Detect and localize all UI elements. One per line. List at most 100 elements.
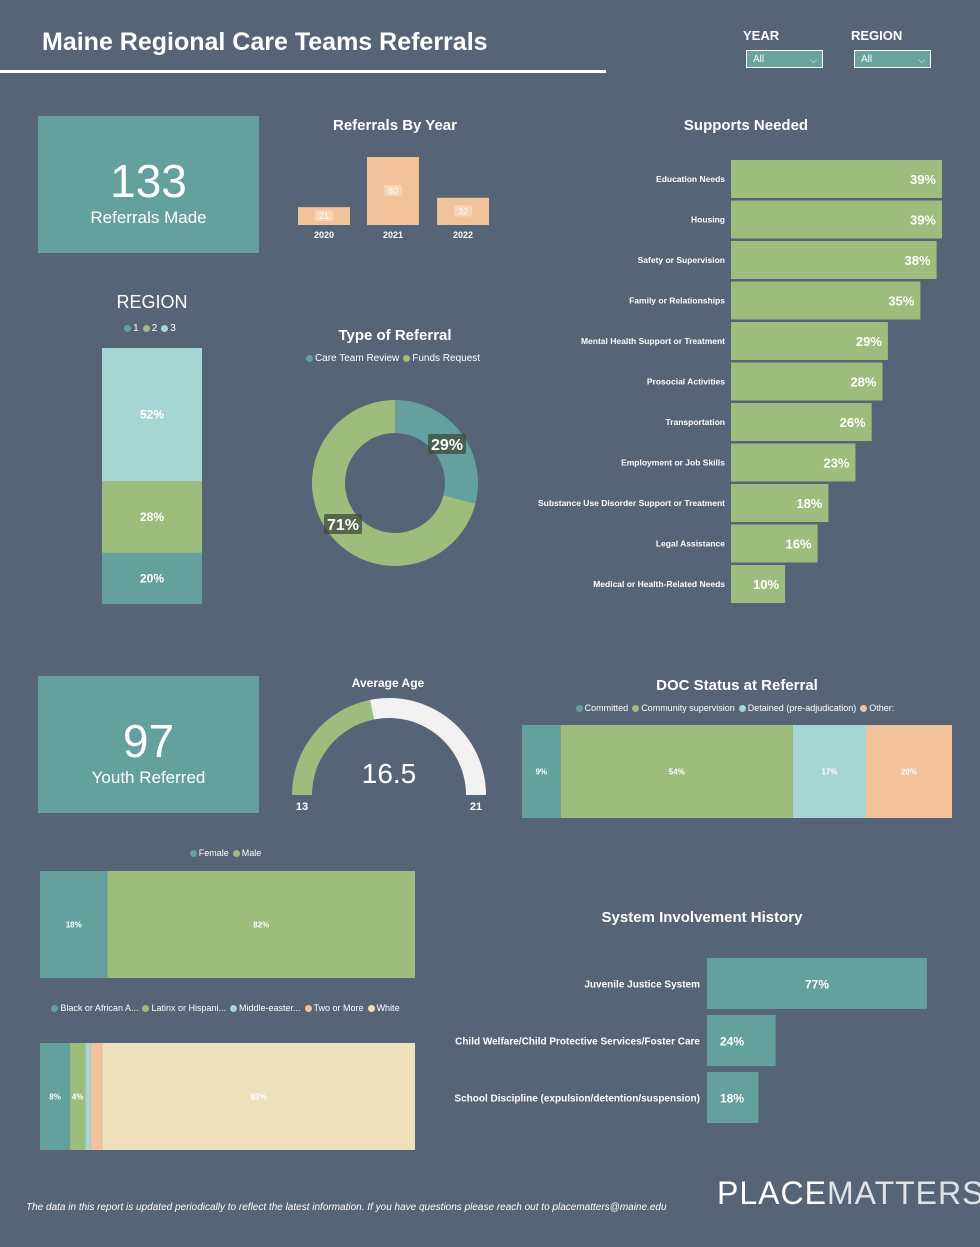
doc-status-title: DOC Status at Referral (656, 677, 818, 694)
legend-dot-icon (230, 1005, 238, 1013)
support-value-label: 26% (840, 415, 866, 430)
race-segment (70, 1043, 86, 1150)
system-involvement-chart: Juvenile Justice System 77% Child Welfare/… (454, 958, 927, 1123)
year-bar-value-label: 21 (319, 211, 329, 221)
year-bar-value-label: 32 (458, 206, 468, 216)
doc-status-segment (792, 725, 866, 818)
support-bar (731, 160, 942, 198)
race-segment (40, 1043, 71, 1150)
legend-item: Other: (860, 703, 894, 713)
year-bar-value-label: 80 (388, 186, 398, 196)
region-legend: 1 2 3 (52, 323, 252, 334)
support-value-label: 23% (823, 456, 849, 471)
chevron-down-icon: ⌵ (918, 55, 925, 65)
footer-note: The data in this report is updated perio… (26, 1202, 667, 1213)
system-involvement-title: System Involvement History (601, 909, 803, 926)
legend-item: Black or African A... (51, 1003, 138, 1013)
gauge-remaining-arc (370, 698, 486, 795)
legend-item: Community supervision (632, 703, 735, 713)
legend-dot-icon (142, 324, 150, 332)
doc-status-segment-label: 54% (669, 768, 685, 777)
support-category-label: Mental Health Support or Treatment (581, 336, 725, 346)
data-label-box (454, 205, 472, 217)
support-category-label: Substance Use Disorder Support or Treatm… (538, 498, 725, 508)
data-label-box (384, 185, 402, 196)
data-label-box (428, 434, 466, 454)
system-bar (707, 1072, 759, 1123)
legend-label: Detained (pre-adjudication) (747, 703, 857, 713)
legend-label: Two or More (313, 1003, 364, 1013)
year-filter-dropdown[interactable]: All ⌵ (746, 50, 823, 68)
legend-item: Latinx or Hispani... (142, 1003, 226, 1013)
gender-segment (107, 871, 415, 978)
legend-label: Latinx or Hispani... (151, 1003, 227, 1013)
race-segment-label: 4% (72, 1093, 84, 1102)
title-underline (0, 70, 606, 73)
doc-status-segment (866, 725, 952, 818)
legend-item: White (367, 1003, 400, 1013)
legend-dot-icon (189, 850, 197, 858)
legend-label: Female (198, 848, 229, 858)
gender-stacked-bar: 18% 82% (40, 871, 415, 978)
legend-dot-icon (860, 705, 868, 713)
legend-item: Female (189, 848, 229, 858)
referrals-by-year-title: Referrals By Year (333, 117, 457, 134)
legend-dot-icon (305, 354, 313, 362)
race-segment (90, 1043, 103, 1150)
region-filter-value: All (861, 54, 873, 65)
kpi-youth-label: Youth Referred (91, 768, 206, 787)
region-segment (102, 481, 202, 553)
support-bar (731, 403, 872, 441)
year-tick-label: 2020 (314, 230, 334, 240)
kpi-referrals-label: Referrals Made (90, 208, 207, 227)
legend-item: Middle-easter... (230, 1003, 301, 1013)
support-bar (731, 322, 888, 360)
support-value-label: 39% (910, 172, 936, 187)
legend-item: Two or More (304, 1003, 364, 1013)
support-bar (731, 443, 856, 482)
legend-item: Committed (575, 703, 628, 713)
legend-dot-icon (51, 1005, 59, 1013)
race-segment (85, 1043, 91, 1150)
kpi-youth-value: 97 (122, 715, 175, 767)
region-segment-label: 20% (140, 571, 164, 585)
legend-label: Middle-easter... (239, 1003, 301, 1013)
system-bar (707, 1015, 776, 1066)
system-value-label: 24% (720, 1035, 744, 1049)
legend-label: 2 (151, 323, 158, 334)
average-age-gauge: 16.5 13 21 (292, 698, 486, 813)
legend-item: Care Team Review (305, 353, 399, 364)
support-value-label: 38% (905, 253, 931, 268)
supports-needed-chart: Education Needs 39% Housing 39% Safety or Su… (538, 160, 942, 603)
data-label-box (315, 210, 333, 222)
support-bar (731, 362, 883, 401)
year-tick-label: 2022 (453, 230, 473, 240)
region-segment-label: 28% (140, 510, 164, 524)
average-age-title: Average Age (351, 676, 425, 690)
referrals-by-year-chart: 21 2020 80 2021 32 2022 (298, 157, 489, 240)
legend-label: Other: (869, 703, 895, 713)
legend-label: Black or African A... (60, 1003, 139, 1013)
kpi-referrals-value: 133 (110, 155, 187, 207)
support-bar (731, 281, 921, 320)
legend-dot-icon (632, 705, 640, 713)
region-filter-dropdown[interactable]: All ⌵ (854, 50, 931, 68)
gender-legend: Female Male (40, 848, 415, 858)
support-value-label: 16% (786, 537, 812, 552)
type-of-referral-donut: 29% 71% (311, 400, 478, 566)
system-bar (707, 958, 927, 1009)
support-bar (731, 565, 786, 603)
gender-segment-label: 82% (253, 921, 269, 930)
legend-label: Funds Request (412, 353, 481, 364)
support-bar (731, 241, 937, 279)
support-value-label: 35% (888, 294, 914, 309)
gauge-value-label: 16.5 (362, 758, 417, 789)
support-category-label: Transportation (665, 417, 725, 427)
system-category-label: Juvenile Justice System (584, 980, 700, 991)
system-category-label: School Discipline (expulsion/detention/s… (454, 1094, 700, 1105)
doc-status-legend: Committed Community supervision Detained (… (522, 703, 952, 713)
doc-status-segment-label: 20% (901, 768, 917, 777)
legend-dot-icon (738, 705, 746, 713)
brand-matters: MATTERS (826, 1175, 980, 1211)
race-segment (102, 1043, 416, 1150)
